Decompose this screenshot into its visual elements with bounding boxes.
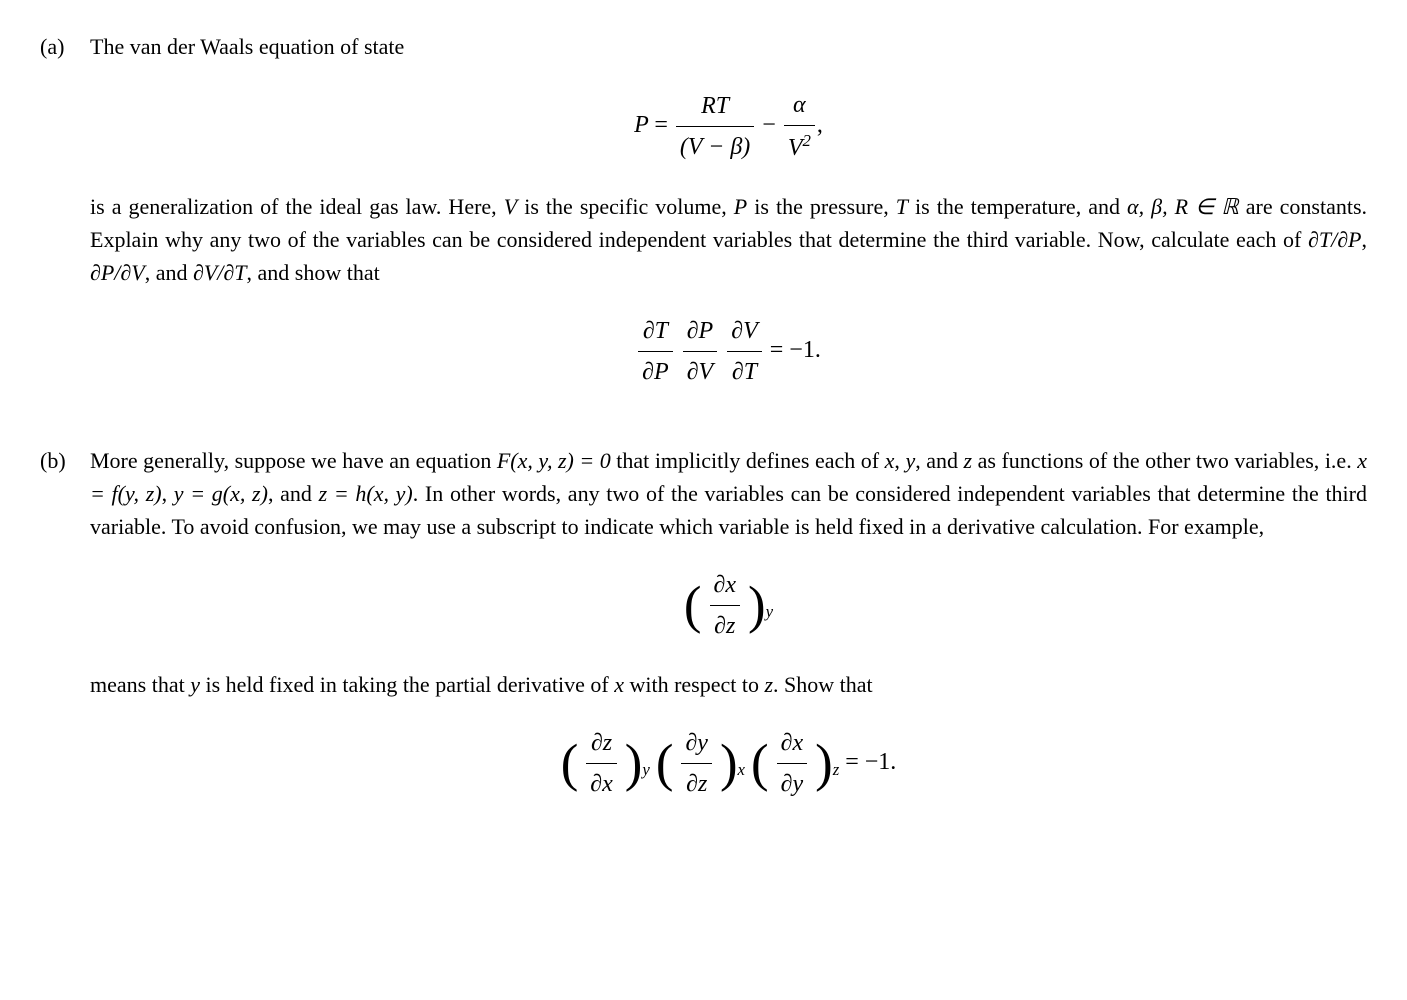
part-a: (a) The van der Waals equation of state … xyxy=(40,30,1367,414)
part-a-intro: The van der Waals equation of state xyxy=(90,34,404,59)
vdw-equation: P = RT (V − β) − α V2 , xyxy=(90,87,1367,166)
eq-term1: RT (V − β) xyxy=(676,88,754,165)
eq-term2-num: α xyxy=(784,87,815,126)
part-b-means-paragraph: means that y is held fixed in taking the… xyxy=(90,668,1367,701)
eq-term2-den: V2 xyxy=(784,126,815,166)
part-a-body: The van der Waals equation of state P = … xyxy=(90,30,1367,414)
part-a-paragraph: is a generalization of the ideal gas law… xyxy=(90,190,1367,289)
eq-term1-den: (V − β) xyxy=(676,127,754,165)
eq-lhs: P xyxy=(634,112,648,138)
part-b-example-derivative: ( ∂x∂z )y xyxy=(90,567,1367,644)
part-b-product-equation: ( ∂z∂x )y ( ∂y∂z )x ( ∂x∂y )z = −1. xyxy=(90,725,1367,802)
eq-term2: α V2 xyxy=(784,87,815,166)
part-b: (b) More generally, suppose we have an e… xyxy=(40,444,1367,826)
part-a-label: (a) xyxy=(40,30,90,414)
eq-term1-num: RT xyxy=(676,88,754,127)
part-b-label: (b) xyxy=(40,444,90,826)
part-a-product-equation: ∂T∂P ∂P∂V ∂V∂T = −1. xyxy=(90,313,1367,390)
part-b-body: More generally, suppose we have an equat… xyxy=(90,444,1367,826)
